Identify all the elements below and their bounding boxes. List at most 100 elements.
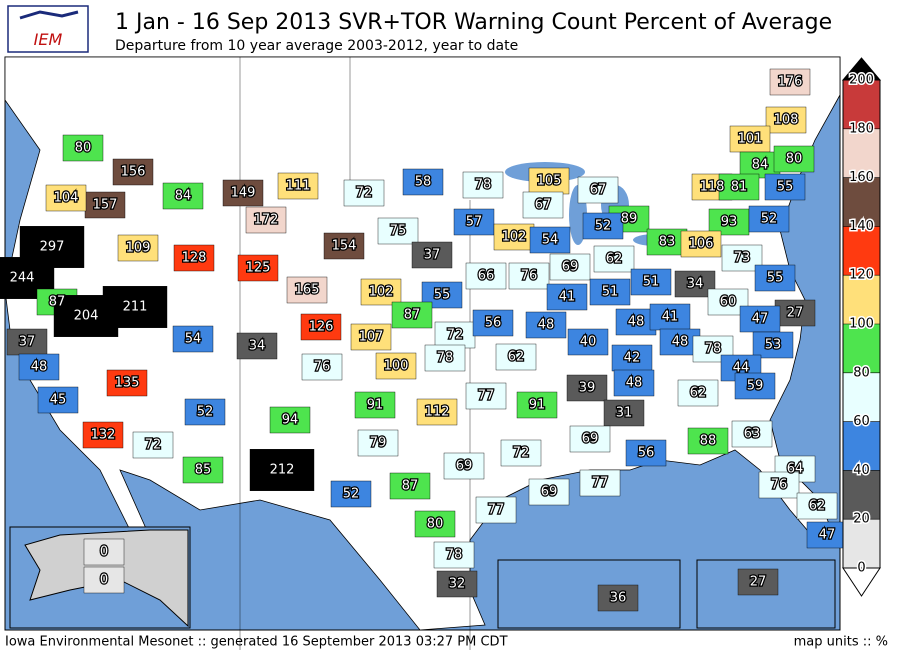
region-value: 62 bbox=[690, 386, 707, 401]
region-value: 48 bbox=[672, 335, 689, 350]
legend-swatch bbox=[843, 519, 880, 568]
region-value: 204 bbox=[74, 309, 99, 324]
region bbox=[18, 353, 60, 381]
region-value: 42 bbox=[624, 351, 641, 366]
region-value: 78 bbox=[446, 548, 463, 563]
region bbox=[546, 283, 588, 311]
region-value: 51 bbox=[602, 285, 619, 300]
region-value: 44 bbox=[733, 361, 750, 376]
region-value: 47 bbox=[752, 312, 769, 327]
region-value: 165 bbox=[295, 283, 320, 298]
region-value: 106 bbox=[689, 237, 714, 252]
legend-tick-label: 0 bbox=[857, 561, 865, 576]
region bbox=[729, 125, 771, 153]
region-value: 48 bbox=[628, 315, 645, 330]
region bbox=[106, 369, 148, 397]
region bbox=[300, 313, 342, 341]
region-value: 37 bbox=[19, 335, 36, 350]
region-value: 54 bbox=[542, 233, 559, 248]
region bbox=[597, 584, 639, 612]
region bbox=[84, 191, 126, 219]
region bbox=[173, 244, 215, 272]
legend-tick-label: 60 bbox=[853, 414, 870, 429]
region bbox=[117, 234, 159, 262]
region bbox=[687, 427, 729, 455]
region-value: 63 bbox=[744, 427, 761, 442]
legend-tick-label: 80 bbox=[853, 365, 870, 380]
region-value: 108 bbox=[774, 113, 799, 128]
legend-swatch bbox=[843, 226, 880, 276]
region-value: 32 bbox=[449, 577, 466, 592]
region-value: 84 bbox=[175, 189, 192, 204]
region bbox=[603, 399, 645, 427]
legend-tick-label: 180 bbox=[849, 121, 874, 136]
hawaii-inset bbox=[497, 559, 681, 629]
region-value: 45 bbox=[50, 393, 67, 408]
region-value: 102 bbox=[502, 230, 527, 245]
region-value: 27 bbox=[750, 575, 767, 590]
region-value: 77 bbox=[592, 476, 609, 491]
region-value: 54 bbox=[185, 332, 202, 347]
legend-swatch bbox=[843, 128, 880, 178]
region bbox=[500, 439, 542, 467]
region bbox=[301, 353, 343, 381]
region bbox=[323, 232, 365, 260]
region-value: 69 bbox=[541, 485, 558, 500]
region-value: 41 bbox=[559, 290, 576, 305]
region-value: 60 bbox=[720, 295, 737, 310]
region-value: 91 bbox=[529, 398, 546, 413]
region bbox=[752, 331, 794, 359]
region bbox=[277, 172, 319, 200]
region bbox=[754, 264, 796, 292]
region bbox=[132, 431, 174, 459]
region-value: 81 bbox=[731, 180, 748, 195]
region-value: 48 bbox=[538, 318, 555, 333]
region bbox=[375, 352, 417, 380]
logo-plane bbox=[19, 10, 79, 20]
logo-text: IEM bbox=[34, 30, 63, 49]
legend-swatch bbox=[843, 470, 880, 520]
region bbox=[424, 344, 466, 372]
region bbox=[525, 311, 567, 339]
region bbox=[567, 328, 609, 356]
region-value: 56 bbox=[485, 316, 502, 331]
region-value: 37 bbox=[424, 248, 441, 263]
region bbox=[411, 241, 453, 269]
region bbox=[436, 570, 478, 598]
region-value: 72 bbox=[145, 438, 162, 453]
region bbox=[475, 496, 517, 524]
region-value: 85 bbox=[195, 463, 212, 478]
region bbox=[731, 420, 773, 448]
region bbox=[615, 308, 657, 336]
logo: IEM bbox=[7, 5, 89, 53]
legend-swatch bbox=[843, 275, 880, 324]
region bbox=[806, 521, 848, 549]
legend-swatch bbox=[843, 372, 880, 422]
region-value: 80 bbox=[75, 141, 92, 156]
region bbox=[677, 379, 719, 407]
region bbox=[508, 262, 550, 290]
legend-tick-label: 20 bbox=[853, 512, 870, 527]
region-value: 211 bbox=[123, 300, 148, 315]
region bbox=[529, 226, 571, 254]
region-value: 118 bbox=[700, 180, 725, 195]
legend-swatch bbox=[843, 324, 880, 373]
region-value: 0 bbox=[100, 573, 108, 588]
legend: 0 20 40 60 80 100 120 140 160 180 200 bbox=[841, 57, 882, 597]
region bbox=[343, 179, 385, 207]
region-value: 53 bbox=[765, 338, 782, 353]
region bbox=[45, 184, 87, 212]
region bbox=[377, 217, 419, 245]
region bbox=[764, 173, 806, 201]
region bbox=[566, 374, 608, 402]
region-value: 52 bbox=[343, 487, 360, 502]
region bbox=[582, 212, 624, 240]
region bbox=[465, 382, 507, 410]
region-value: 72 bbox=[356, 186, 373, 201]
region bbox=[611, 344, 653, 372]
region bbox=[354, 391, 396, 419]
region bbox=[718, 173, 760, 201]
region-value: 156 bbox=[121, 165, 146, 180]
legend-tick-label: 160 bbox=[849, 170, 874, 185]
region bbox=[433, 541, 475, 569]
